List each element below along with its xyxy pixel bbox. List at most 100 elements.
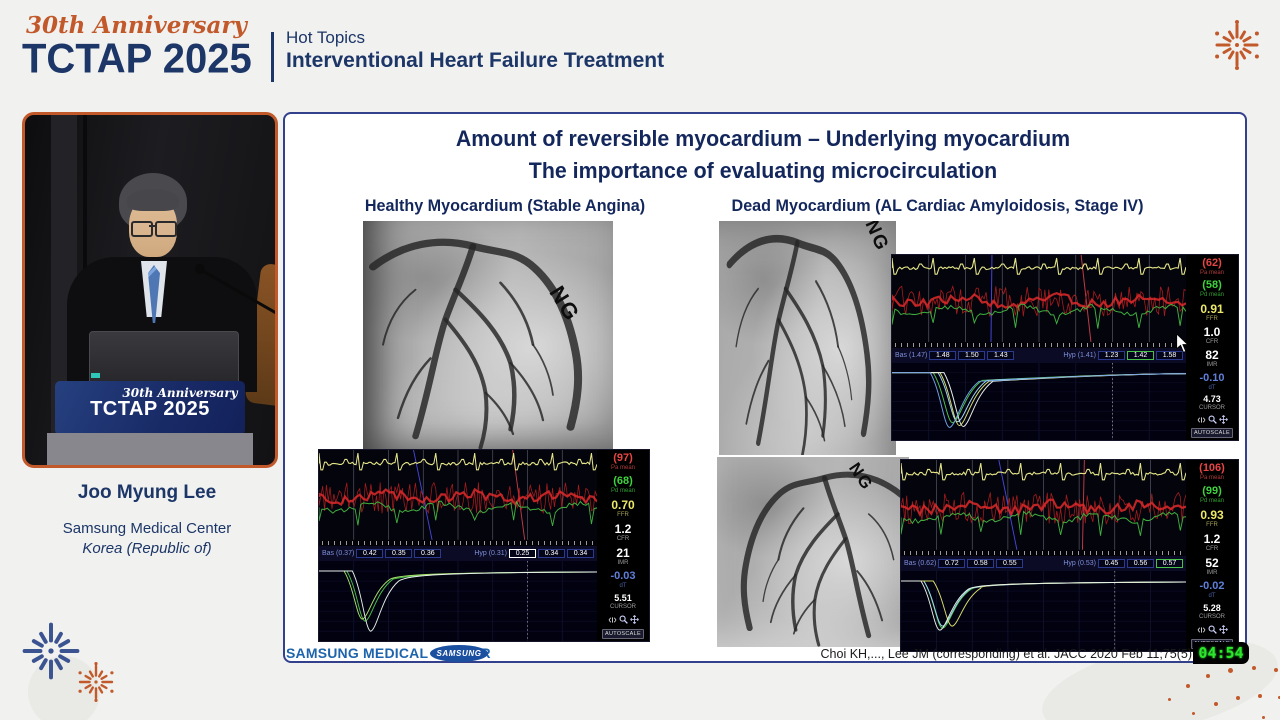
bas-label: Bas (0.37) xyxy=(322,549,355,557)
metric-label: Pa mean xyxy=(1199,269,1224,276)
metric-value: 21 xyxy=(616,546,630,561)
time-axis-ticks xyxy=(904,550,1183,555)
hyp-values: 0.45 0.56 0.57 xyxy=(1098,558,1183,568)
hyp-value: 1.42 xyxy=(1127,350,1154,360)
citation: Choi KH,..., Lee JM (corresponding) et a… xyxy=(820,647,1192,661)
bas-value: 1.48 xyxy=(929,350,957,360)
thermodilution-curves xyxy=(901,570,1186,651)
angiogram-healthy: NG xyxy=(363,221,613,450)
podium-base xyxy=(47,433,253,465)
autoscale-button: AUTOSCALE xyxy=(1191,427,1233,438)
bas-label: Bas (1.47) xyxy=(895,351,928,359)
metric-value: 52 xyxy=(1205,556,1219,571)
bas-values: 0.42 0.35 0.36 xyxy=(356,548,442,558)
time-axis-ticks xyxy=(322,540,594,545)
hyp-label: Hyp (1.41) xyxy=(1063,351,1096,359)
coronary-vessels xyxy=(740,471,905,647)
metric-value: 82 xyxy=(1205,348,1219,363)
metric-label: IMR xyxy=(1206,570,1218,577)
metric-value: 1.0 xyxy=(1203,324,1221,339)
metric-value: (97) xyxy=(613,452,633,464)
signal-icon xyxy=(1197,627,1205,633)
bas-value: 0.36 xyxy=(414,548,442,558)
decorative-dot xyxy=(1192,712,1195,715)
metric-pd-mean: (58) Pd mean xyxy=(1200,279,1224,298)
metric-value: (58) xyxy=(1202,279,1222,292)
metric-label: Pa mean xyxy=(610,464,635,471)
metric-pa-mean: (97) Pa mean xyxy=(610,452,635,471)
starburst-icon xyxy=(1215,20,1259,70)
bas-values: 0.72 0.58 0.55 xyxy=(938,558,1024,568)
metric-cursor: 5.51 CURSOR xyxy=(610,594,636,610)
bas-hyp-row: Bas (0.37) 0.42 0.35 0.36 Hyp (0.31) 0.25 0… xyxy=(319,545,597,561)
metric-label: FFR xyxy=(1206,315,1218,322)
metric-value: 5.51 xyxy=(614,593,632,604)
physiology-panel-amyloid-bottom: Bas (0.62) 0.72 0.58 0.55 Hyp (0.53) 0.45 0… xyxy=(900,459,1239,652)
bas-value: 0.72 xyxy=(938,558,966,568)
panel-toolbar xyxy=(1197,625,1228,635)
panel-toolbar xyxy=(1197,415,1228,424)
decorative-dot xyxy=(1186,684,1190,688)
hyp-value: 0.25 xyxy=(509,548,536,558)
background-blob xyxy=(28,656,100,720)
bas-value: 0.35 xyxy=(385,548,413,558)
metric-value: (106) xyxy=(1199,462,1225,474)
metric-label: FFR xyxy=(1206,522,1218,529)
metric-value: 0.70 xyxy=(611,498,635,513)
decorative-dot xyxy=(1214,702,1218,706)
metric-pd-mean: (68) Pd mean xyxy=(610,475,635,494)
speaker-glasses xyxy=(131,221,177,237)
hyp-label: Hyp (0.31) xyxy=(474,549,507,557)
metric-label: Pa mean xyxy=(1199,474,1224,481)
metric-label: dT xyxy=(619,583,627,590)
speaker-affiliation: Samsung Medical Center xyxy=(62,520,232,537)
bas-hyp-row: Bas (1.47) 1.48 1.50 1.43 Hyp (1.41) 1.23 1… xyxy=(892,347,1186,363)
metric-dt: -0.03 dT xyxy=(610,571,635,590)
metric-label: CFR xyxy=(616,536,630,543)
decorative-dot xyxy=(1236,696,1240,700)
metric-cfr: 1.2 CFR xyxy=(1204,533,1221,552)
coronary-vessels xyxy=(369,238,583,450)
decorative-dot xyxy=(1206,674,1210,678)
metric-value: 0.91 xyxy=(1200,301,1224,316)
panel-sidebar: (97) Pa mean (68) Pd mean 0.70 FFR 1.2 CFR 21 IMR… xyxy=(597,450,649,641)
metric-label: Pd mean xyxy=(610,487,635,494)
hyp-value: 0.56 xyxy=(1127,558,1154,568)
brand-logo-text: TCTAP 2025 xyxy=(22,36,252,82)
angiogram-amyloid-top: NG xyxy=(719,221,896,455)
metric-cfr: 1.0 CFR xyxy=(1203,324,1221,345)
speaker-hair-fringe xyxy=(127,189,179,211)
hyp-label: Hyp (0.53) xyxy=(1063,559,1096,567)
signal-icon xyxy=(608,617,616,623)
header-divider xyxy=(271,32,274,82)
metric-value: (62) xyxy=(1202,257,1222,269)
speaker-country: Korea (Republic of) xyxy=(82,540,212,557)
bas-value: 1.50 xyxy=(958,350,986,360)
metric-label: CURSOR xyxy=(1198,614,1225,621)
anniversary-logo-text: 30th Anniversary xyxy=(26,12,247,39)
metric-value: 0.93 xyxy=(1200,508,1224,523)
bas-value: 1.43 xyxy=(987,350,1015,360)
metric-ffr: 0.91 FFR xyxy=(1200,301,1224,322)
right-column-header: Dead Myocardium (AL Cardiac Amyloidosis,… xyxy=(731,196,1144,215)
zoom-icon xyxy=(1208,625,1217,635)
physiology-trace-area: Bas (1.47) 1.48 1.50 1.43 Hyp (1.41) 1.23 1… xyxy=(892,255,1186,440)
metric-label: IMR xyxy=(617,560,629,567)
metric-pd-mean: (99) Pd mean xyxy=(1200,485,1224,504)
angiogram-amyloid-bottom: NG xyxy=(717,457,909,647)
metric-ffr: 0.70 FFR xyxy=(611,499,634,518)
hyp-value: 0.57 xyxy=(1156,558,1183,568)
session-title: Interventional Heart Failure Treatment xyxy=(286,49,665,72)
speaker-video: 30th Anniversary TCTAP 2025 xyxy=(22,112,278,468)
metric-label: IMR xyxy=(1206,362,1218,369)
decorative-dot xyxy=(1262,716,1265,719)
bas-values: 1.48 1.50 1.43 xyxy=(929,350,1015,360)
move-icon xyxy=(629,615,639,625)
autoscale-button: AUTOSCALE xyxy=(602,628,644,639)
bas-value: 0.55 xyxy=(996,558,1024,568)
hyp-value: 0.45 xyxy=(1098,558,1125,568)
decorative-dot xyxy=(1274,668,1278,672)
hyp-values: 1.23 1.42 1.58 xyxy=(1098,350,1183,360)
hyp-value: 1.23 xyxy=(1098,350,1125,360)
